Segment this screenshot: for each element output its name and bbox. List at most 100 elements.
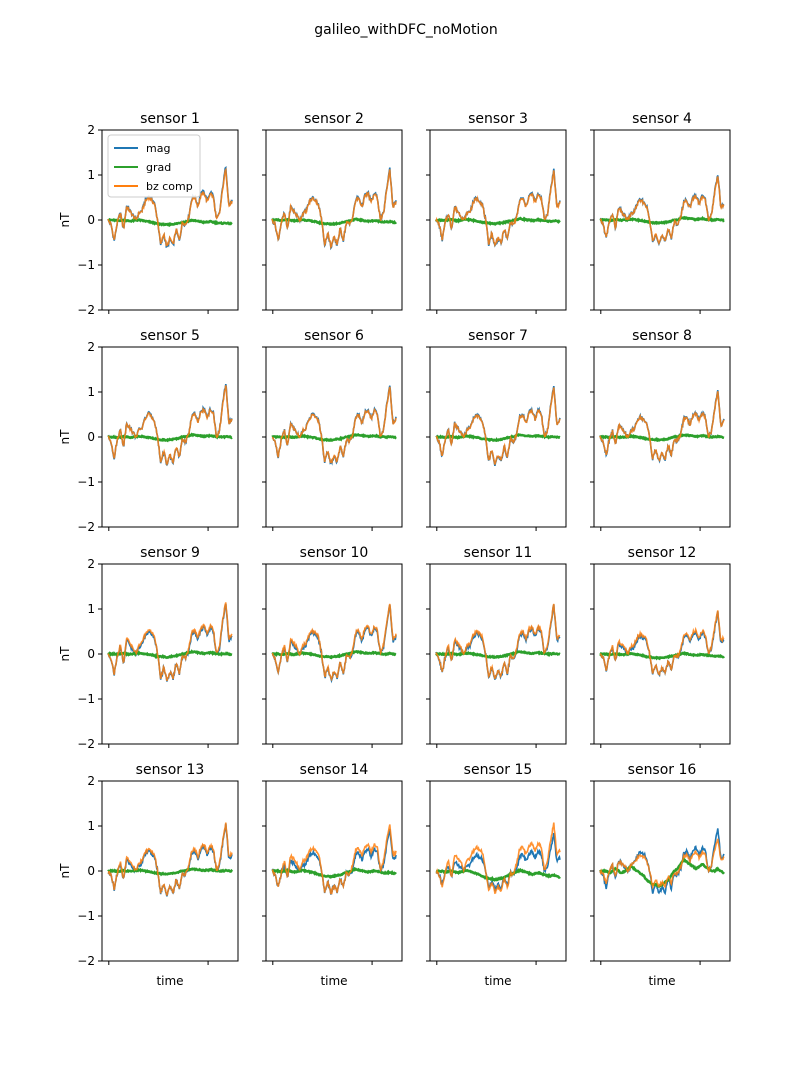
series-grad bbox=[271, 432, 397, 443]
ytick-label: 2 bbox=[87, 340, 95, 354]
figure-title: galileo_withDFC_noMotion bbox=[314, 22, 498, 38]
series-grad bbox=[599, 650, 725, 661]
subplot-title: sensor 9 bbox=[140, 545, 200, 561]
series-grad bbox=[599, 215, 725, 226]
subplot-title: sensor 7 bbox=[468, 328, 528, 344]
ytick-label: −1 bbox=[77, 258, 95, 272]
y-axis-label: nT bbox=[58, 646, 72, 662]
subplot-4: sensor 4 bbox=[590, 111, 731, 314]
ytick-label: 2 bbox=[87, 774, 95, 788]
x-axis-label: time bbox=[648, 974, 675, 988]
subplot-title: sensor 13 bbox=[136, 762, 205, 778]
series-bz-comp bbox=[107, 385, 233, 466]
series-bz-comp bbox=[107, 167, 233, 247]
subplot-title: sensor 16 bbox=[628, 762, 697, 778]
subplot-5: sensor 5 −2 −1 0 1 2 nT bbox=[58, 328, 239, 534]
ytick-label: 0 bbox=[87, 864, 95, 878]
x-axis-label: time bbox=[484, 974, 511, 988]
series-grad bbox=[599, 433, 725, 442]
series-bz-comp bbox=[271, 603, 397, 682]
subplot-13: sensor 13 −2 −1 0 1 2 nT time bbox=[58, 762, 239, 988]
series-bz-comp bbox=[107, 822, 233, 896]
subplot-title: sensor 8 bbox=[632, 328, 692, 344]
series-grad bbox=[271, 649, 397, 660]
ytick-label: −1 bbox=[77, 475, 95, 489]
subplot-title: sensor 6 bbox=[304, 328, 364, 344]
legend-entry: bz comp bbox=[146, 180, 193, 193]
subplot-title: sensor 10 bbox=[300, 545, 369, 561]
series-grad bbox=[435, 650, 561, 660]
subplot-title: sensor 12 bbox=[628, 545, 697, 561]
subplot-6: sensor 6 bbox=[262, 328, 403, 531]
ytick-label: −2 bbox=[77, 737, 95, 751]
ytick-label: 1 bbox=[87, 819, 95, 833]
y-axis-label: nT bbox=[58, 863, 72, 879]
series-bz-comp bbox=[107, 602, 233, 682]
subplot-title: sensor 5 bbox=[140, 328, 200, 344]
legend-entry: mag bbox=[146, 142, 170, 155]
series-bz-comp bbox=[599, 391, 725, 463]
subplot-7: sensor 7 bbox=[426, 328, 567, 531]
legend-entry: grad bbox=[146, 161, 171, 174]
subplot-title: sensor 14 bbox=[300, 762, 369, 778]
ytick-label: −2 bbox=[77, 303, 95, 317]
subplot-title: sensor 11 bbox=[464, 545, 533, 561]
ytick-label: 2 bbox=[87, 557, 95, 571]
subplot-12: sensor 12 bbox=[590, 545, 731, 748]
ytick-label: 0 bbox=[87, 647, 95, 661]
subplot-title: sensor 2 bbox=[304, 111, 364, 127]
series-bz-comp bbox=[599, 838, 725, 890]
y-axis-label: nT bbox=[58, 429, 72, 445]
subplot-15: sensor 15 time bbox=[426, 762, 567, 988]
series-grad bbox=[107, 649, 233, 660]
series-bz-comp bbox=[599, 610, 725, 676]
ytick-label: 1 bbox=[87, 602, 95, 616]
subplot-title: sensor 4 bbox=[632, 111, 692, 127]
series-bz-comp bbox=[271, 824, 397, 895]
series-grad bbox=[434, 216, 561, 226]
ytick-label: 2 bbox=[87, 123, 95, 137]
ytick-label: −2 bbox=[77, 954, 95, 968]
series-bz-comp bbox=[599, 176, 725, 246]
subplot-2: sensor 2 bbox=[262, 111, 403, 314]
series-grad bbox=[107, 867, 234, 877]
series-bz-comp bbox=[271, 386, 397, 464]
series-bz-comp bbox=[435, 603, 561, 680]
subplot-9: sensor 9 −2 −1 0 1 2 nT bbox=[58, 545, 239, 751]
series-bz-comp bbox=[435, 170, 561, 248]
ytick-label: −1 bbox=[77, 692, 95, 706]
legend: mag grad bz comp bbox=[107, 134, 201, 198]
series-bz-comp bbox=[435, 822, 561, 895]
ytick-label: 0 bbox=[87, 430, 95, 444]
series-grad bbox=[107, 432, 233, 443]
series-bz-comp bbox=[435, 387, 561, 465]
ytick-label: 1 bbox=[87, 168, 95, 182]
ytick-label: −2 bbox=[77, 520, 95, 534]
series-grad bbox=[435, 433, 561, 443]
ytick-label: −1 bbox=[77, 909, 95, 923]
x-axis-label: time bbox=[320, 974, 347, 988]
series-grad bbox=[107, 217, 233, 227]
series-mag bbox=[435, 832, 561, 892]
series-grad bbox=[271, 217, 397, 227]
subplot-8: sensor 8 bbox=[590, 328, 731, 531]
ytick-label: 0 bbox=[87, 213, 95, 227]
subplot-1: sensor 1 −2 −1 0 1 2 nT mag grad bz comp bbox=[58, 111, 239, 317]
series-bz-comp bbox=[271, 169, 397, 250]
ytick-label: 1 bbox=[87, 385, 95, 399]
legend-frame bbox=[107, 134, 201, 198]
series-grad bbox=[271, 866, 397, 879]
subplot-title: sensor 1 bbox=[140, 111, 200, 127]
subplot-16: sensor 16 time bbox=[590, 762, 731, 988]
subplot-11: sensor 11 bbox=[426, 545, 567, 748]
y-axis-label: nT bbox=[58, 212, 72, 228]
subplot-title: sensor 15 bbox=[464, 762, 533, 778]
subplot-3: sensor 3 bbox=[426, 111, 567, 314]
subplot-title: sensor 3 bbox=[468, 111, 528, 127]
subplot-grid: sensor 1 −2 −1 0 1 2 nT mag grad bz comp sensor 2 s… bbox=[58, 111, 731, 988]
x-axis-label: time bbox=[156, 974, 183, 988]
subplot-10: sensor 10 bbox=[262, 545, 403, 748]
subplot-14: sensor 14 time bbox=[262, 762, 403, 988]
series-grad bbox=[435, 867, 561, 882]
